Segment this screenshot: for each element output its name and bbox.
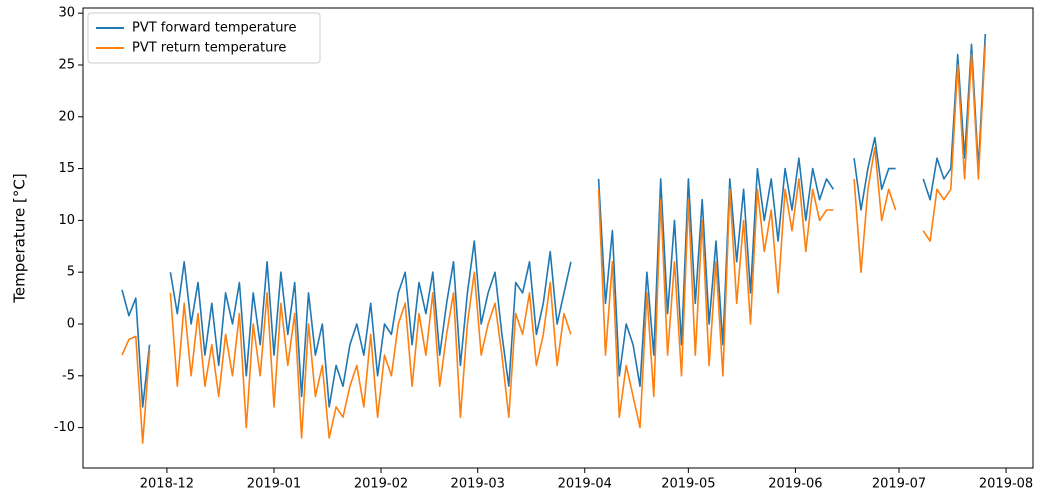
- series-line: [121, 44, 987, 444]
- y-tick-label: -5: [62, 368, 75, 383]
- y-tick-label: 0: [67, 316, 75, 331]
- x-tick-label: 2019-06: [768, 477, 822, 492]
- x-tick-label: 2019-05: [661, 477, 715, 492]
- y-tick-label: 10: [58, 213, 75, 228]
- x-tick-label: 2019-07: [872, 477, 926, 492]
- x-tick-label: 2019-08: [979, 477, 1033, 492]
- y-tick-label: 5: [67, 265, 75, 280]
- x-tick-label: 2018-12: [140, 477, 194, 492]
- y-axis-label: Temperature [°C]: [11, 173, 29, 303]
- plot-frame: [82, 7, 1034, 469]
- x-tick-label: 2019-01: [247, 477, 301, 492]
- legend-label: PVT return temperature: [132, 41, 286, 56]
- y-tick-label: 15: [58, 161, 75, 176]
- legend-label: PVT forward temperature: [132, 21, 297, 36]
- legend-box: [87, 12, 321, 64]
- y-tick-label: 25: [58, 57, 75, 72]
- y-tick-label: 30: [58, 6, 75, 21]
- series-line: [121, 33, 987, 408]
- x-tick-label: 2019-04: [558, 477, 612, 492]
- x-tick-label: 2019-02: [354, 477, 408, 492]
- x-tick-label: 2019-03: [451, 477, 505, 492]
- y-tick-label: -10: [54, 420, 75, 435]
- y-tick-label: 20: [58, 109, 75, 124]
